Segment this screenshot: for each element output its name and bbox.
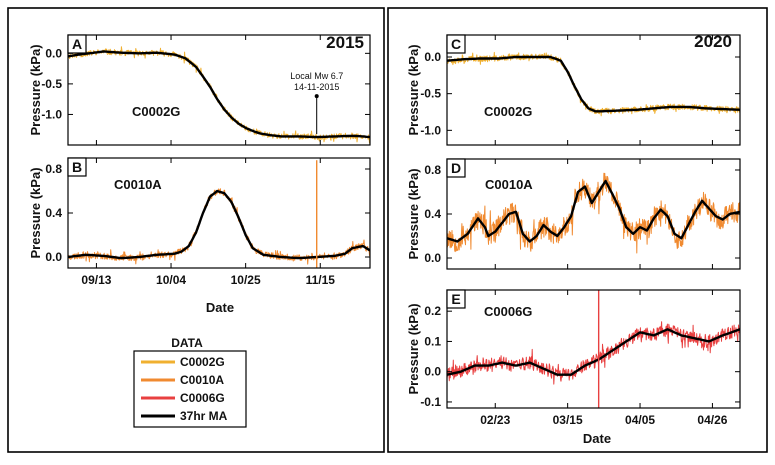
right-x-axis-label: Date bbox=[583, 431, 611, 446]
series-37hr-ma bbox=[68, 189, 370, 260]
y-axis-label: Pressure (kPa) bbox=[406, 44, 421, 135]
panel-letter: B bbox=[72, 159, 82, 175]
year-label-2020: 2020 bbox=[694, 32, 732, 51]
y-tick-label: 0.8 bbox=[45, 162, 62, 176]
y-tick-label: 0.0 bbox=[424, 50, 441, 64]
x-tick-label: 10/25 bbox=[231, 273, 261, 287]
series-c0002g bbox=[68, 46, 370, 144]
series-37hr-ma bbox=[447, 328, 740, 376]
panel-letter-box bbox=[446, 289, 466, 309]
plot-area bbox=[68, 160, 370, 268]
y-tick-label: 0.0 bbox=[45, 250, 62, 264]
x-tick-label: 09/13 bbox=[81, 273, 111, 287]
y-axis-label: Pressure (kPa) bbox=[28, 44, 43, 135]
y-tick-label: -0.5 bbox=[420, 87, 441, 101]
y-tick-label: 0.0 bbox=[424, 251, 441, 265]
legend-label-37hr-ma: 37hr MA bbox=[180, 409, 228, 423]
axes-box bbox=[446, 289, 741, 409]
y-tick-label: 0.0 bbox=[45, 46, 62, 60]
panel-letter-box bbox=[67, 157, 87, 177]
y-tick-label: 0.2 bbox=[424, 304, 441, 318]
panel-letter: D bbox=[451, 160, 461, 176]
series-37hr-ma bbox=[447, 55, 740, 113]
x-tick-label: 03/15 bbox=[553, 413, 583, 427]
y-axis-label: Pressure (kPa) bbox=[406, 168, 421, 259]
panel-letter-box bbox=[446, 34, 466, 54]
y-tick-label: 0.4 bbox=[424, 207, 441, 221]
panel-letter-box bbox=[446, 158, 466, 178]
station-label: C0006G bbox=[484, 304, 532, 319]
left-frame bbox=[7, 7, 385, 453]
x-tick-label: 10/04 bbox=[156, 273, 186, 287]
y-tick-label: 0.0 bbox=[424, 365, 441, 379]
y-tick-label: -1.0 bbox=[420, 123, 441, 137]
legend-box bbox=[133, 350, 247, 428]
legend-label-c0002g: C0002G bbox=[180, 355, 225, 369]
panel-letter: C bbox=[451, 36, 461, 52]
series-37hr-ma bbox=[68, 50, 370, 139]
plot-area bbox=[68, 46, 370, 144]
y-tick-label: -1.0 bbox=[41, 107, 62, 121]
y-tick-label: -0.1 bbox=[420, 395, 441, 409]
station-label: C0002G bbox=[132, 104, 180, 119]
legend-label-c0010a: C0010A bbox=[180, 373, 224, 387]
axes-box bbox=[446, 34, 741, 146]
series-c0006g bbox=[447, 321, 740, 385]
legend-title: DATA bbox=[171, 336, 203, 350]
year-label-2015: 2015 bbox=[326, 33, 364, 52]
y-tick-label: 0.4 bbox=[45, 206, 62, 220]
x-tick-label: 04/05 bbox=[625, 413, 655, 427]
y-tick-label: -0.5 bbox=[41, 77, 62, 91]
series-37hr-ma bbox=[447, 179, 740, 243]
annotation-text-line1: Local Mw 6.7 bbox=[290, 71, 343, 81]
right-frame bbox=[387, 7, 768, 453]
x-tick-label: 02/23 bbox=[480, 413, 510, 427]
plot-area bbox=[447, 172, 740, 254]
panel-b: 0.8 0.4 0.0 09/13 10/04 10/25 11/15 Pressure (k… bbox=[28, 157, 371, 287]
plot-area bbox=[447, 290, 740, 408]
panel-letter: E bbox=[451, 291, 460, 307]
y-axis-label: Pressure (kPa) bbox=[406, 303, 421, 394]
left-x-axis-label: Date bbox=[206, 300, 234, 315]
x-tick-label: 11/15 bbox=[306, 273, 336, 287]
y-tick-label: 0.1 bbox=[424, 334, 441, 348]
legend: DATA C0002G C0010A C0006G 37hr MA bbox=[133, 336, 247, 428]
panel-letter: A bbox=[72, 36, 82, 52]
legend-label-c0006g: C0006G bbox=[180, 391, 225, 405]
y-tick-label: 0.8 bbox=[424, 163, 441, 177]
annotation-text-line2: 14-11-2015 bbox=[294, 82, 339, 92]
series-c0010a bbox=[68, 188, 370, 265]
axes-box bbox=[67, 34, 371, 146]
station-label: C0010A bbox=[114, 177, 162, 192]
y-axis-label: Pressure (kPa) bbox=[28, 167, 43, 258]
panel-letter-box bbox=[67, 34, 87, 54]
x-tick-label: 04/26 bbox=[697, 413, 727, 427]
plot-area bbox=[447, 51, 740, 117]
panel-e: 0.2 0.1 0.0 -0.1 02/23 03/15 04/05 04/26 Pressur… bbox=[406, 289, 741, 427]
axes-box bbox=[67, 157, 371, 269]
station-label: C0002G bbox=[484, 104, 532, 119]
station-label: C0010A bbox=[485, 177, 533, 192]
